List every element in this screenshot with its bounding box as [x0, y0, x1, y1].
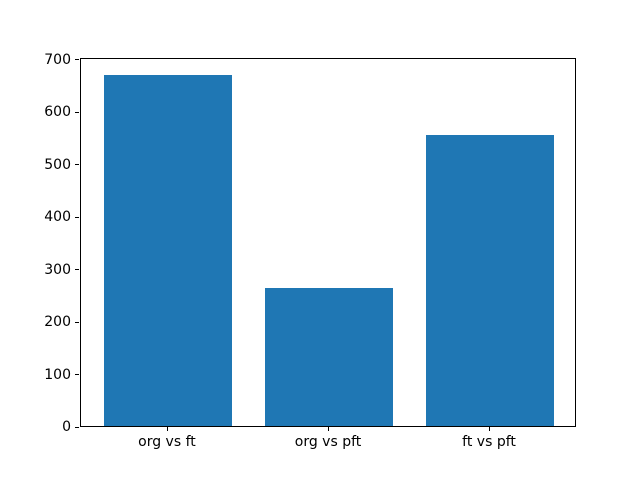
- bar: [103, 74, 233, 426]
- y-tick-label: 200: [44, 314, 71, 331]
- y-tick: [75, 426, 79, 428]
- bar: [425, 135, 555, 426]
- y-tick: [75, 59, 79, 61]
- y-tick-label: 300: [44, 261, 71, 278]
- y-tick: [75, 269, 79, 271]
- y-tick: [75, 216, 79, 218]
- x-tick-label: ft vs pft: [462, 434, 516, 450]
- y-tick-label: 100: [44, 366, 71, 383]
- y-tick-label: 500: [44, 156, 71, 173]
- x-tick: [166, 427, 168, 431]
- x-tick: [489, 427, 491, 431]
- y-tick: [75, 164, 79, 166]
- y-tick-label: 400: [44, 209, 71, 226]
- y-tick-label: 700: [44, 51, 71, 68]
- y-tick: [75, 374, 79, 376]
- x-tick-label: org vs pft: [294, 434, 362, 450]
- bar: [264, 287, 394, 426]
- x-tick-label: org vs ft: [138, 434, 196, 450]
- plot-area: [80, 58, 576, 427]
- y-tick-label: 0: [62, 419, 71, 435]
- y-tick-label: 600: [44, 104, 71, 121]
- x-tick: [328, 427, 329, 431]
- y-tick: [75, 321, 79, 323]
- y-tick: [75, 111, 79, 113]
